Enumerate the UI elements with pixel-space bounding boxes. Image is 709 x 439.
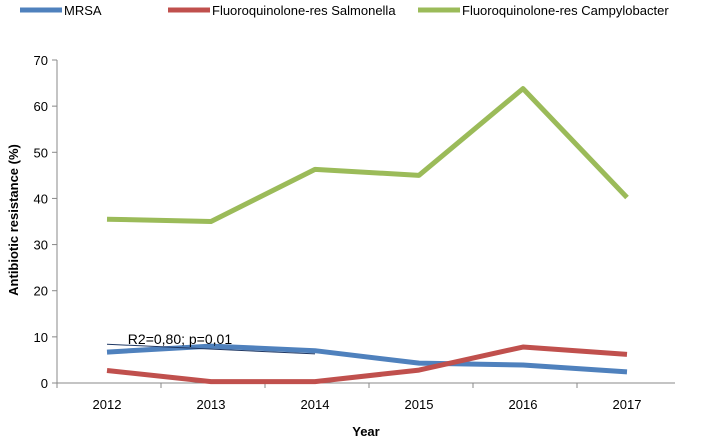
x-axis: 2012 2013 2014 2015 2016 2017 — [56, 382, 675, 412]
series-layer — [106, 86, 629, 385]
series-line-1 — [106, 344, 628, 385]
y-tick-label: 0 — [41, 376, 48, 391]
legend: MRSA Fluoroquinolone-res Salmonella Fluoro… — [20, 3, 669, 18]
y-tick-label: 70 — [34, 53, 48, 68]
y-axis: 0 10 20 30 40 50 60 70 — [34, 53, 58, 391]
x-tick-label: 2016 — [509, 397, 538, 412]
x-tick-label: 2012 — [93, 397, 122, 412]
legend-label-0: MRSA — [64, 3, 102, 18]
mrsa-trendline — [106, 343, 316, 355]
legend-label-2: Fluoroquinolone-res Campylobacter — [462, 3, 669, 18]
y-tick-label: 20 — [34, 284, 48, 299]
x-tick-label: 2015 — [405, 397, 434, 412]
x-axis-title: Year — [352, 424, 379, 439]
x-tick-label: 2014 — [301, 397, 330, 412]
y-tick-label: 50 — [34, 145, 48, 160]
y-tick-label: 60 — [34, 99, 48, 114]
x-tick-label: 2013 — [197, 397, 226, 412]
legend-label-1: Fluoroquinolone-res Salmonella — [212, 3, 396, 18]
x-tick-label: 2017 — [613, 397, 642, 412]
series-line-0 — [106, 343, 628, 375]
series-line-2 — [106, 86, 629, 224]
y-tick-label: 10 — [34, 330, 48, 345]
y-axis-title: Antibiotic resistance (%) — [6, 144, 21, 296]
trendline-layer — [106, 343, 316, 355]
y-tick-label: 40 — [34, 191, 48, 206]
y-tick-label: 30 — [34, 238, 48, 253]
annotation-text: R2=0,80; p=0,01 — [128, 331, 233, 347]
